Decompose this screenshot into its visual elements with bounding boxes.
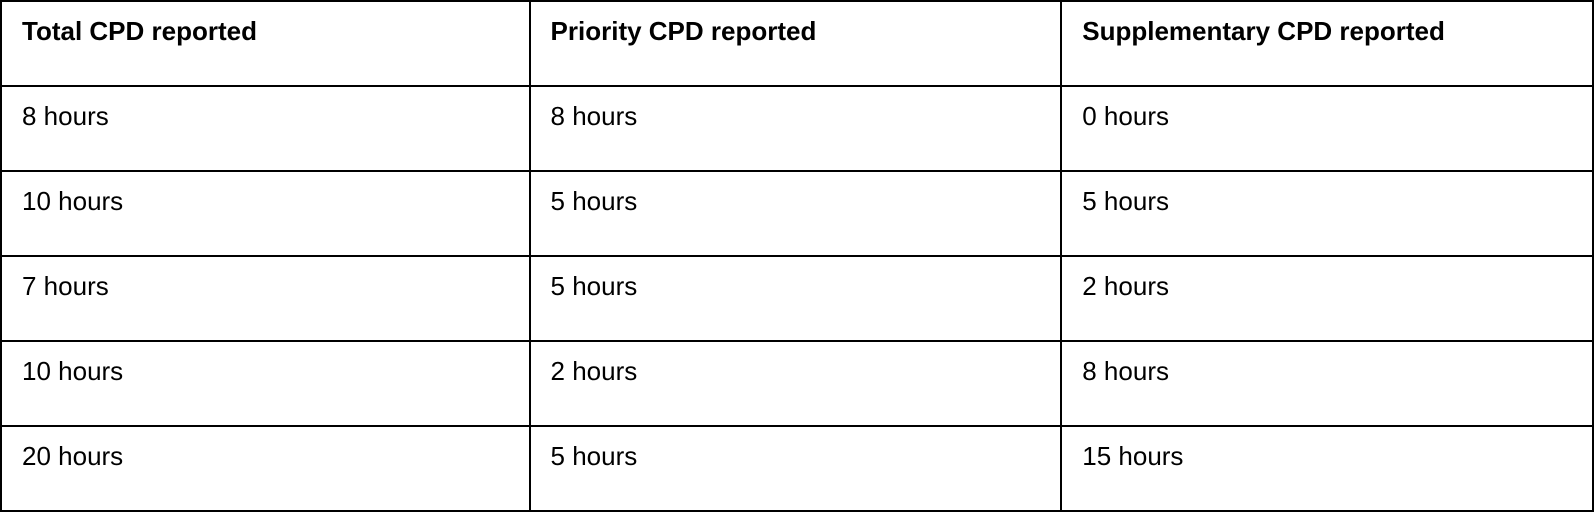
cell-supplementary: 15 hours <box>1061 426 1593 511</box>
column-header-priority: Priority CPD reported <box>530 1 1062 86</box>
table-row: 8 hours 8 hours 0 hours <box>1 86 1593 171</box>
cell-priority: 5 hours <box>530 256 1062 341</box>
column-header-supplementary: Supplementary CPD reported <box>1061 1 1593 86</box>
table-row: 7 hours 5 hours 2 hours <box>1 256 1593 341</box>
cell-supplementary: 0 hours <box>1061 86 1593 171</box>
cell-total: 7 hours <box>1 256 530 341</box>
cell-priority: 8 hours <box>530 86 1062 171</box>
table-row: 10 hours 2 hours 8 hours <box>1 341 1593 426</box>
cell-supplementary: 2 hours <box>1061 256 1593 341</box>
cell-priority: 5 hours <box>530 171 1062 256</box>
cell-priority: 5 hours <box>530 426 1062 511</box>
cell-total: 8 hours <box>1 86 530 171</box>
cpd-table: Total CPD reported Priority CPD reported… <box>0 0 1594 512</box>
cell-supplementary: 5 hours <box>1061 171 1593 256</box>
table-row: 10 hours 5 hours 5 hours <box>1 171 1593 256</box>
cell-total: 10 hours <box>1 341 530 426</box>
column-header-total: Total CPD reported <box>1 1 530 86</box>
table-header-row: Total CPD reported Priority CPD reported… <box>1 1 1593 86</box>
cell-total: 20 hours <box>1 426 530 511</box>
table-row: 20 hours 5 hours 15 hours <box>1 426 1593 511</box>
cell-priority: 2 hours <box>530 341 1062 426</box>
cell-supplementary: 8 hours <box>1061 341 1593 426</box>
cell-total: 10 hours <box>1 171 530 256</box>
